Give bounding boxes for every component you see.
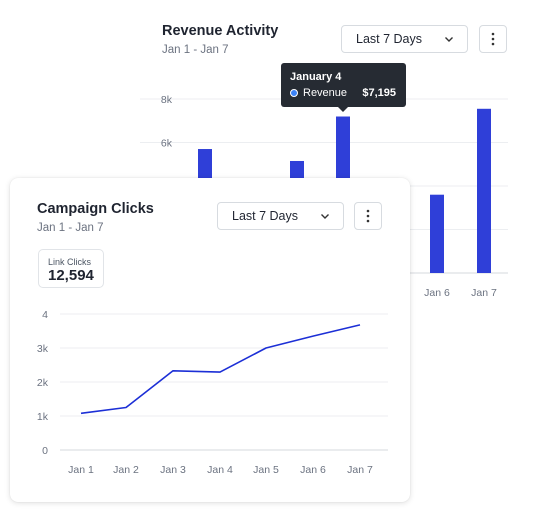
revenue-x-tick: Jan 6 <box>424 287 450 299</box>
revenue-y-tick: 8k <box>161 94 173 106</box>
campaign-x-tick: Jan 2 <box>113 464 139 476</box>
campaign-y-tick: 0 <box>42 445 48 457</box>
revenue-menu-button[interactable] <box>479 25 507 53</box>
campaign-y-tick: 1k <box>37 411 49 423</box>
campaign-x-tick: Jan 7 <box>347 464 373 476</box>
tooltip-series-dot <box>290 89 298 97</box>
campaign-y-tick: 2k <box>37 377 49 389</box>
tooltip-arrow <box>338 107 348 112</box>
campaign-x-tick: Jan 4 <box>207 464 233 476</box>
campaign-range-dropdown[interactable]: Last 7 Days <box>217 202 344 230</box>
tooltip-date: January 4 <box>290 71 342 83</box>
more-vertical-icon <box>491 32 495 46</box>
campaign-range-label: Last 7 Days <box>232 209 299 223</box>
campaign-y-tick: 3k <box>37 343 49 355</box>
campaign-card-subtitle: Jan 1 - Jan 7 <box>37 222 104 234</box>
campaign-x-tick: Jan 5 <box>253 464 279 476</box>
campaign-line-series <box>80 324 361 415</box>
revenue-range-dropdown[interactable]: Last 7 Days <box>341 25 468 53</box>
revenue-range-label: Last 7 Days <box>356 32 423 46</box>
campaign-x-tick: Jan 1 <box>68 464 94 476</box>
revenue-x-tick: Jan 7 <box>471 287 497 299</box>
tooltip-value: $7,195 <box>362 87 396 99</box>
revenue-bar <box>430 194 444 273</box>
campaign-line-chart: 4 3k 2k 1k 0 Jan 1 Jan 2 Jan 3 Jan 4 Jan 5 Jan 6 Ja… <box>37 309 388 476</box>
revenue-y-tick: 6k <box>161 138 173 150</box>
link-clicks-kpi: Link Clicks 12,594 <box>38 249 104 288</box>
more-vertical-icon <box>366 209 370 223</box>
chevron-down-icon <box>445 37 453 42</box>
tooltip-series-label: Revenue <box>303 87 348 99</box>
revenue-card-subtitle: Jan 1 - Jan 7 <box>162 44 229 56</box>
campaign-menu-button[interactable] <box>354 202 382 230</box>
campaign-x-tick: Jan 6 <box>300 464 326 476</box>
campaign-x-tick: Jan 3 <box>160 464 186 476</box>
revenue-tooltip: January 4 Revenue $7,195 <box>281 63 406 112</box>
campaign-card-title: Campaign Clicks <box>37 201 154 217</box>
campaign-y-tick: 4 <box>42 309 48 321</box>
kpi-label: Link Clicks <box>48 257 92 267</box>
campaign-clicks-card: Campaign Clicks Jan 1 - Jan 7 Last 7 Day… <box>10 178 410 502</box>
revenue-card-title: Revenue Activity <box>162 23 279 39</box>
revenue-bar <box>477 108 491 273</box>
chevron-down-icon <box>321 214 329 219</box>
kpi-value: 12,594 <box>48 267 94 284</box>
